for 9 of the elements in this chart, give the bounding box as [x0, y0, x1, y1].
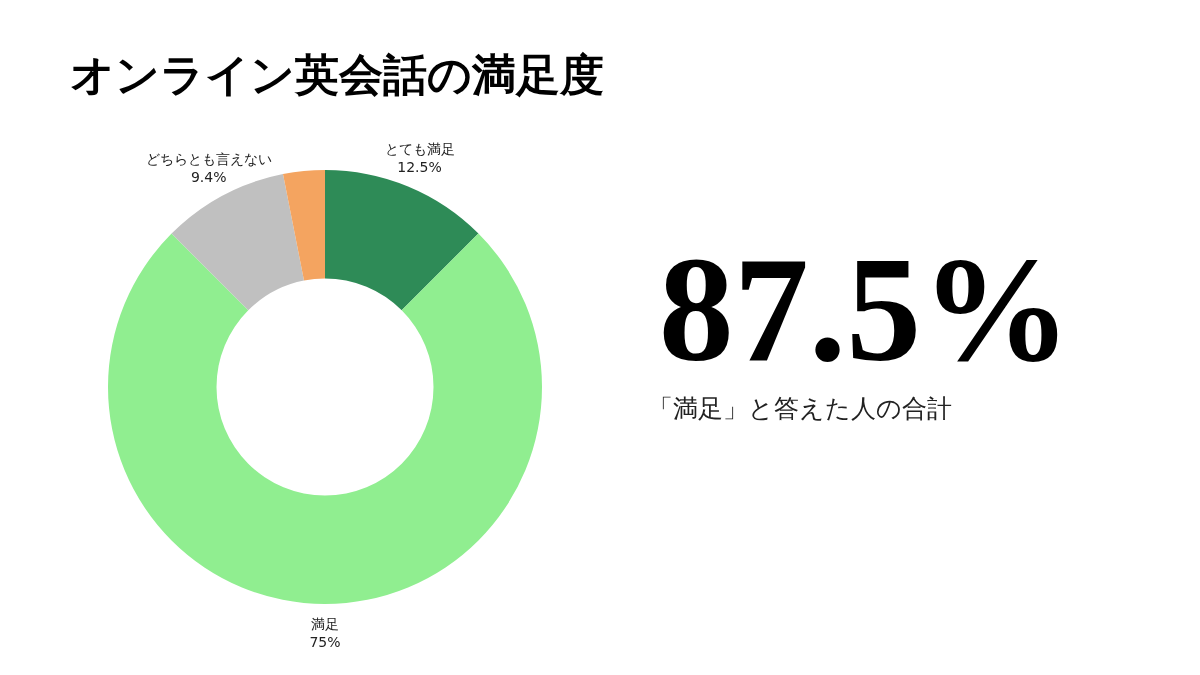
chart-title: オンライン英会話の満足度	[70, 49, 604, 100]
text: 87.5%	[658, 226, 1072, 392]
data-label: 12.5%	[397, 158, 442, 175]
text: 「満足」と答えた人の合計	[648, 394, 952, 423]
data-label: 75%	[309, 634, 341, 650]
slice-label: とても満足	[384, 140, 455, 157]
slice-label: 満足	[311, 616, 339, 632]
data-label: 9.4%	[190, 169, 227, 186]
slice-label: どちらとも言えない	[145, 151, 272, 168]
